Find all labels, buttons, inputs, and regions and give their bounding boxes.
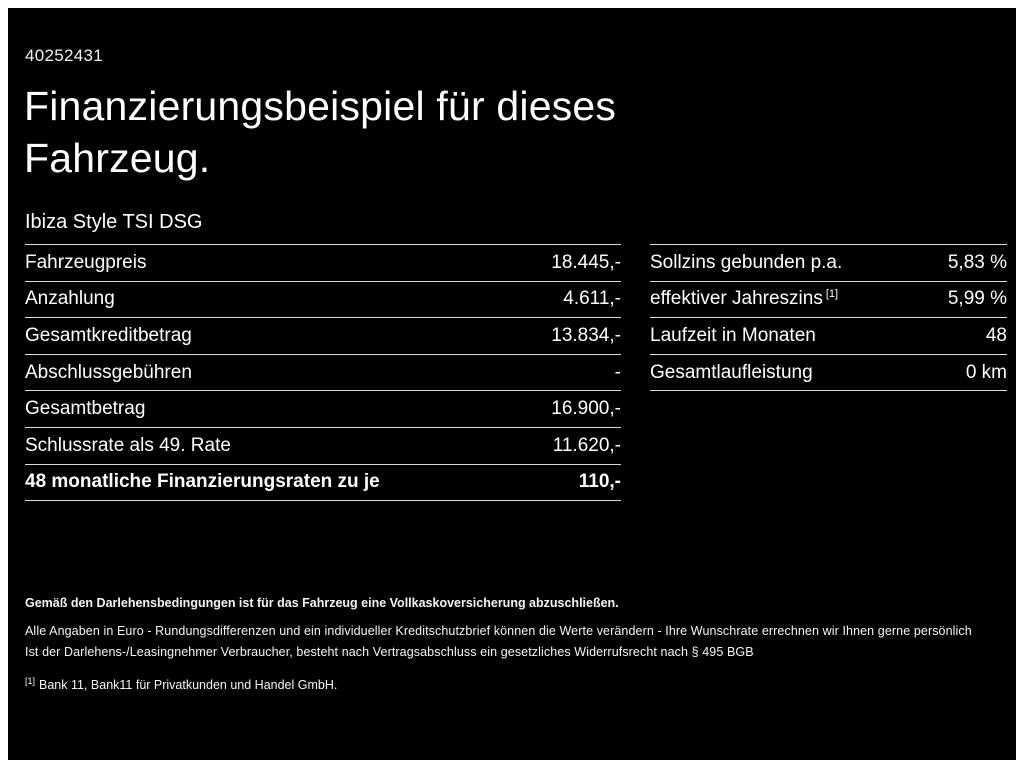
table-row: Schlussrate als 49. Rate 11.620,- xyxy=(25,428,621,465)
vehicle-id: 40252431 xyxy=(25,46,104,65)
vehicle-model: Ibiza Style TSI DSG xyxy=(25,211,203,233)
table-row: Fahrzeugpreis 18.445,- xyxy=(25,245,621,282)
insurance-note: Gemäß den Darlehensbedingungen ist für d… xyxy=(25,596,619,610)
row-label: Anzahlung xyxy=(25,288,115,310)
table-row: Sollzins gebunden p.a. 5,83 % xyxy=(650,245,1007,282)
footnote-marker: [1] xyxy=(25,676,36,686)
row-label: Sollzins gebunden p.a. xyxy=(650,251,843,273)
page-title-line1: Finanzierungsbeispiel für dieses xyxy=(24,83,617,129)
row-value: 4.611,- xyxy=(563,288,621,310)
table-row: Abschlussgebühren - xyxy=(25,355,621,392)
conditions-table: Sollzins gebunden p.a. 5,83 % effektiver… xyxy=(650,244,1007,392)
row-value: 0 km xyxy=(965,361,1007,383)
footnotes: Gemäß den Darlehensbedingungen ist für d… xyxy=(25,596,995,692)
disclaimer-line2: Ist der Darlehens-/Leasingnehmer Verbrau… xyxy=(25,645,754,659)
table-row: Gesamtbetrag 16.900,- xyxy=(25,391,621,428)
row-value: 11.620,- xyxy=(552,434,621,456)
row-label: Schlussrate als 49. Rate xyxy=(25,434,231,456)
row-label: Laufzeit in Monaten xyxy=(650,324,816,346)
footnote-marker: [1] xyxy=(825,288,839,301)
page-title: Finanzierungsbeispiel für dieses Fahrzeu… xyxy=(24,80,616,185)
row-value: 5,83 % xyxy=(947,251,1007,273)
row-value: 16.900,- xyxy=(551,398,621,420)
row-value: - xyxy=(614,361,621,383)
table-row: Laufzeit in Monaten 48 xyxy=(650,318,1007,355)
row-label: Gesamtlaufleistung xyxy=(650,361,813,383)
table-row: Anzahlung 4.611,- xyxy=(25,282,621,319)
table-row: effektiver Jahreszins [1] 5,99 % xyxy=(650,282,1007,319)
row-label: Gesamtkreditbetrag xyxy=(25,324,192,346)
row-label: Fahrzeugpreis xyxy=(25,251,147,273)
bank-reference: [1] Bank 11, Bank11 für Privatkunden und … xyxy=(25,676,995,692)
row-label: 48 monatliche Finanzierungsraten zu je xyxy=(25,471,380,493)
bank-reference-text: Bank 11, Bank11 für Privatkunden und Han… xyxy=(39,678,338,693)
row-value: 18.445,- xyxy=(551,251,621,273)
page-title-line2: Fahrzeug. xyxy=(24,135,211,182)
table-row: Gesamtkreditbetrag 13.834,- xyxy=(25,318,621,355)
row-label: Gesamtbetrag xyxy=(25,398,146,420)
row-value: 5,99 % xyxy=(947,288,1007,310)
financing-sheet: 40252431 Finanzierungsbeispiel für diese… xyxy=(8,8,1016,760)
row-value: 110,- xyxy=(578,471,621,493)
disclaimer-line1: Alle Angaben in Euro - Rundungsdifferenz… xyxy=(25,624,972,638)
table-row-monthly-rate: 48 monatliche Finanzierungsraten zu je 1… xyxy=(25,465,621,502)
row-label: Abschlussgebühren xyxy=(25,361,192,383)
table-row: Gesamtlaufleistung 0 km xyxy=(650,355,1007,392)
row-value: 48 xyxy=(985,324,1007,346)
row-label: effektiver Jahreszins [1] xyxy=(650,288,839,310)
row-value: 13.834,- xyxy=(551,324,621,346)
financing-table: Fahrzeugpreis 18.445,- Anzahlung 4.611,-… xyxy=(25,244,621,502)
